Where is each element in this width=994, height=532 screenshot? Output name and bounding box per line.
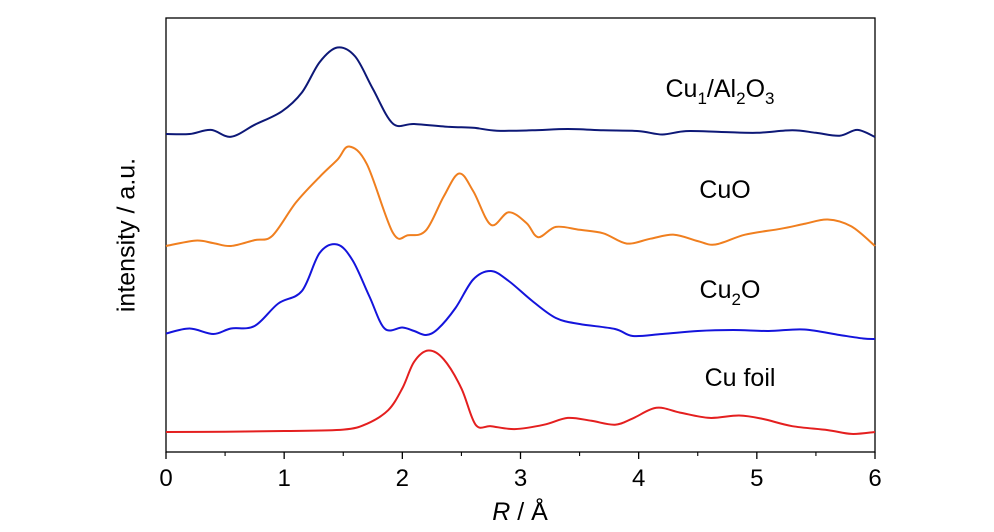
series-line-1 [165,145,876,248]
series-line-0 [165,46,876,138]
series-labels: Cu1/Al2O3 CuO Cu2O Cu foil [665,75,775,392]
x-axis-title: R / Å [492,496,548,526]
series-label-3: Cu foil [705,364,776,392]
x-tick-label: 3 [514,465,527,492]
x-tick-label: 1 [277,465,290,492]
series-label-1: CuO [699,176,750,204]
x-axis-title-unit: / Å [510,496,548,526]
x-tick-label: 0 [159,465,172,492]
x-axis-ticks: 0 1 2 3 4 5 6 [159,452,882,492]
series-label-0: Cu1/Al2O3 [665,75,774,108]
x-axis-title-symbol: R [492,498,510,526]
x-tick-label: 5 [750,465,763,492]
y-axis-title: intensity / a.u. [113,158,141,312]
x-tick-label: 4 [632,465,645,492]
series-line-2 [165,243,876,340]
x-tick-label: 6 [868,465,881,492]
x-tick-label: 2 [396,465,409,492]
series-line-3 [165,349,876,435]
series-layer [165,46,876,435]
series-label-2: Cu2O [700,276,761,309]
